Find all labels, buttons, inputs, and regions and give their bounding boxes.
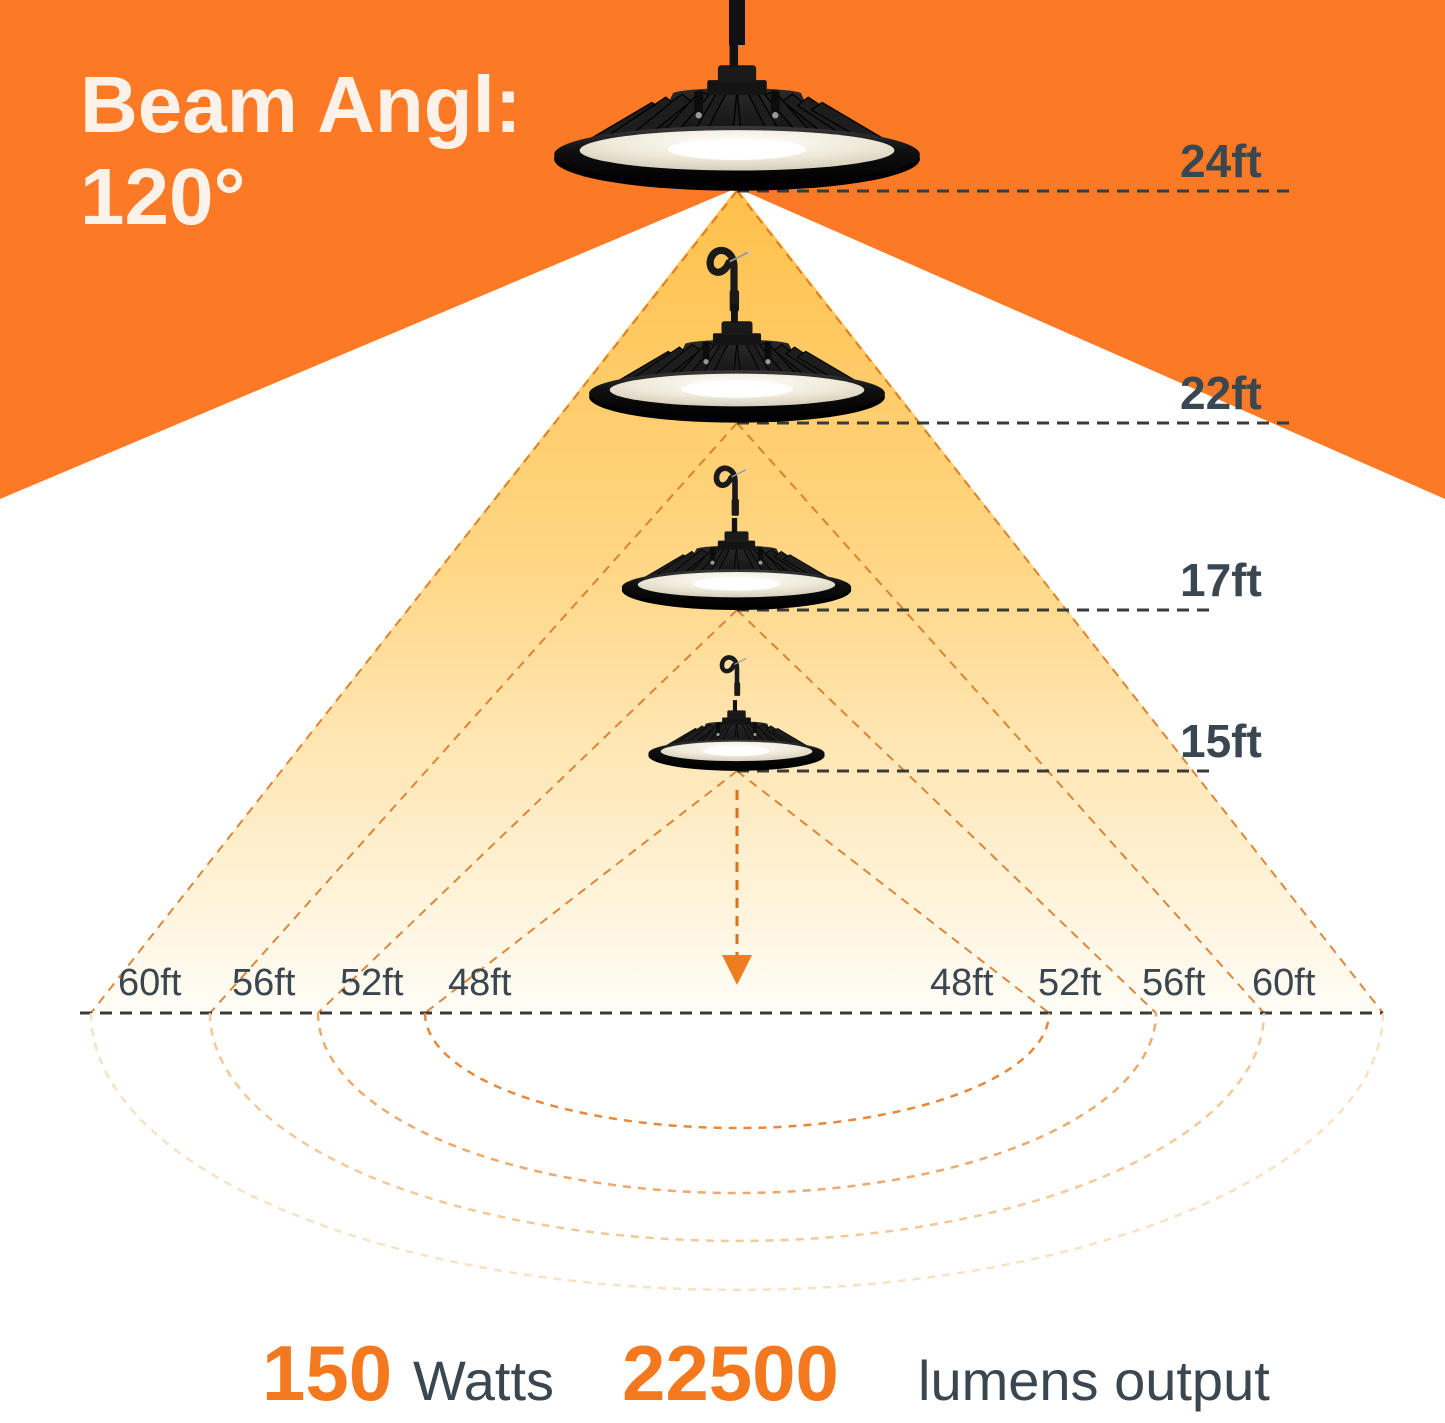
svg-text:48ft: 48ft xyxy=(930,962,994,1004)
svg-text:22ft: 22ft xyxy=(1180,367,1262,419)
svg-text:lumens output: lumens output xyxy=(918,1349,1270,1412)
svg-text:120°: 120° xyxy=(80,152,245,241)
svg-text:Watts: Watts xyxy=(413,1349,554,1412)
svg-text:22500: 22500 xyxy=(622,1329,839,1417)
svg-text:60ft: 60ft xyxy=(118,962,182,1004)
svg-text:24ft: 24ft xyxy=(1180,135,1262,187)
svg-text:15ft: 15ft xyxy=(1180,715,1262,767)
svg-text:150: 150 xyxy=(262,1329,392,1417)
svg-text:52ft: 52ft xyxy=(1038,962,1102,1004)
svg-text:48ft: 48ft xyxy=(448,962,512,1004)
svg-text:56ft: 56ft xyxy=(1142,962,1206,1004)
svg-text:Beam Angl:: Beam Angl: xyxy=(80,60,522,149)
svg-text:17ft: 17ft xyxy=(1180,554,1262,606)
svg-text:60ft: 60ft xyxy=(1252,962,1316,1004)
svg-text:56ft: 56ft xyxy=(232,962,296,1004)
svg-text:52ft: 52ft xyxy=(340,962,404,1004)
